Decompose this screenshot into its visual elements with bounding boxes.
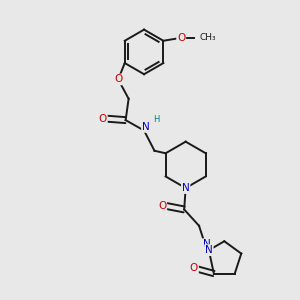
Text: H: H [153, 115, 160, 124]
Text: N: N [142, 122, 150, 132]
Text: N: N [202, 239, 210, 249]
Text: O: O [190, 262, 198, 273]
Text: N: N [182, 183, 190, 193]
Text: O: O [177, 33, 185, 43]
Text: CH₃: CH₃ [200, 33, 216, 42]
Text: O: O [99, 114, 107, 124]
Text: O: O [158, 201, 166, 211]
Text: O: O [114, 74, 122, 84]
Text: N: N [205, 245, 213, 255]
